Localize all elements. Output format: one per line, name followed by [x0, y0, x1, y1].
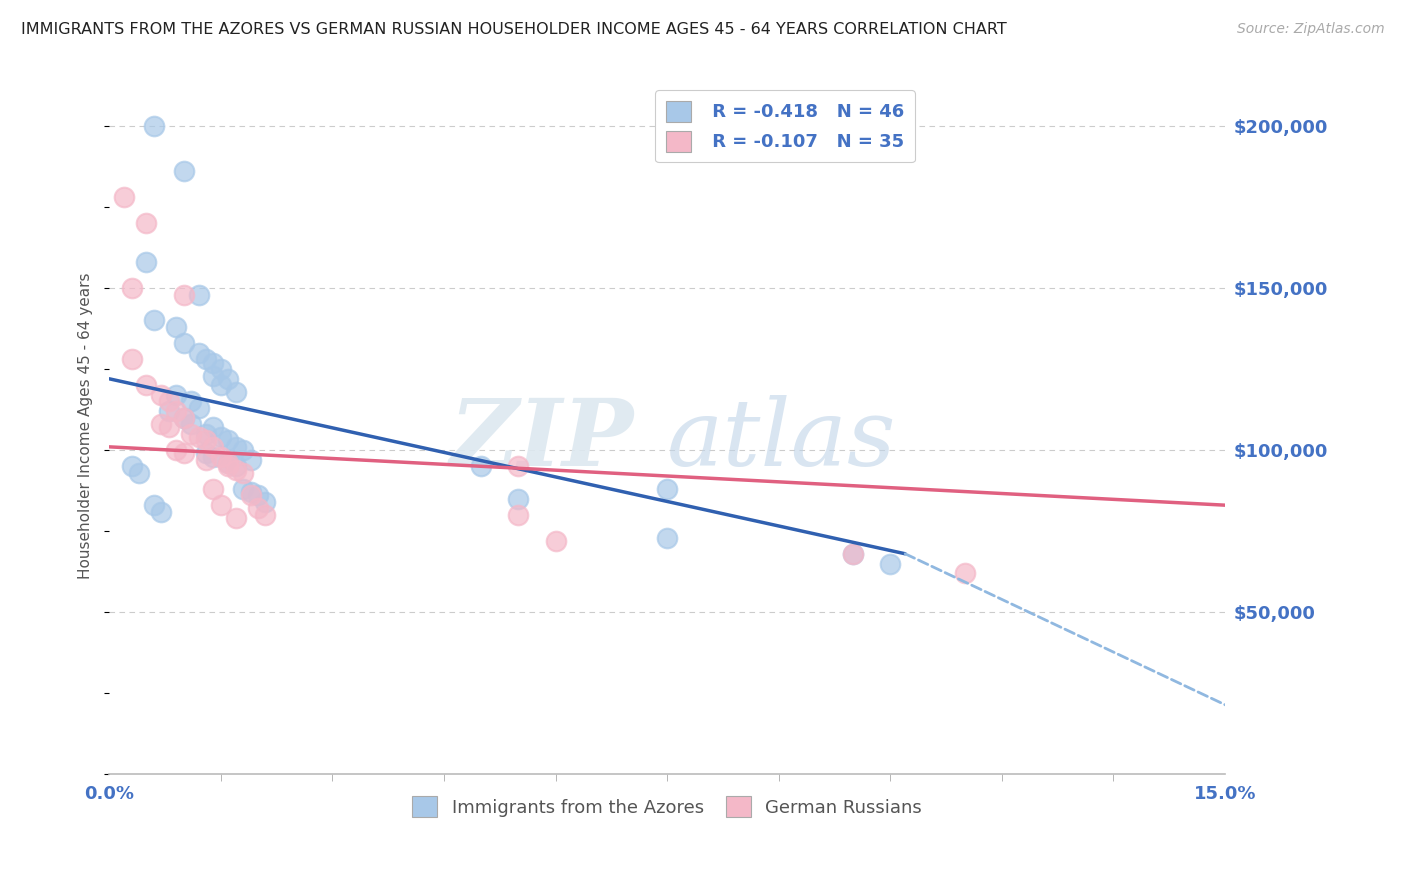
Point [173, 446, 195, 460]
Point [135, 378, 157, 392]
Point [157, 394, 180, 409]
Point [135, 255, 157, 269]
Point [194, 426, 217, 441]
Point [194, 446, 217, 460]
Point [217, 459, 239, 474]
Point [187, 401, 209, 415]
Point [544, 533, 567, 548]
Point [225, 459, 247, 474]
Point [180, 426, 202, 441]
Point [202, 450, 225, 464]
Point [842, 547, 865, 561]
Point [121, 352, 143, 367]
Point [209, 450, 232, 464]
Point [655, 531, 678, 545]
Point [173, 164, 195, 178]
Point [112, 190, 135, 204]
Point [655, 482, 678, 496]
Point [165, 388, 187, 402]
Point [202, 355, 225, 369]
Point [150, 417, 173, 432]
Point [135, 216, 157, 230]
Point [173, 336, 195, 351]
Point [142, 498, 165, 512]
Point [150, 505, 173, 519]
Point [232, 482, 254, 496]
Point [150, 388, 173, 402]
Point [217, 372, 239, 386]
Point [209, 498, 232, 512]
Point [202, 440, 225, 454]
Point [239, 485, 262, 500]
Point [508, 508, 530, 522]
Point [194, 452, 217, 467]
Point [187, 430, 209, 444]
Point [194, 434, 217, 448]
Point [239, 452, 262, 467]
Point [165, 320, 187, 334]
Point [508, 491, 530, 506]
Point [180, 394, 202, 409]
Point [187, 346, 209, 360]
Point [209, 362, 232, 376]
Point [202, 368, 225, 383]
Point [247, 501, 270, 516]
Point [202, 482, 225, 496]
Point [879, 557, 901, 571]
Point [209, 378, 232, 392]
Text: Source: ZipAtlas.com: Source: ZipAtlas.com [1237, 22, 1385, 37]
Text: IMMIGRANTS FROM THE AZORES VS GERMAN RUSSIAN HOUSEHOLDER INCOME AGES 45 - 64 YEA: IMMIGRANTS FROM THE AZORES VS GERMAN RUS… [21, 22, 1007, 37]
Point [194, 352, 217, 367]
Legend: Immigrants from the Azores, German Russians: Immigrants from the Azores, German Russi… [405, 789, 929, 824]
Point [157, 404, 180, 418]
Point [247, 488, 270, 502]
Point [180, 417, 202, 432]
Point [173, 287, 195, 301]
Point [953, 566, 976, 581]
Point [842, 547, 865, 561]
Point [225, 511, 247, 525]
Point [254, 508, 277, 522]
Text: atlas: atlas [666, 395, 897, 484]
Point [225, 440, 247, 454]
Point [128, 466, 150, 480]
Point [225, 384, 247, 399]
Point [173, 410, 195, 425]
Point [217, 456, 239, 470]
Y-axis label: Householder Income Ages 45 - 64 years: Householder Income Ages 45 - 64 years [79, 273, 93, 579]
Point [217, 456, 239, 470]
Point [165, 404, 187, 418]
Point [232, 443, 254, 458]
Point [187, 287, 209, 301]
Point [232, 466, 254, 480]
Text: ZIP: ZIP [450, 395, 634, 484]
Point [142, 119, 165, 133]
Point [239, 488, 262, 502]
Point [142, 313, 165, 327]
Point [157, 420, 180, 434]
Point [121, 281, 143, 295]
Point [254, 495, 277, 509]
Point [225, 462, 247, 476]
Point [209, 430, 232, 444]
Point [508, 459, 530, 474]
Point [165, 443, 187, 458]
Point [173, 410, 195, 425]
Point [121, 459, 143, 474]
Point [470, 459, 492, 474]
Point [202, 420, 225, 434]
Point [217, 434, 239, 448]
